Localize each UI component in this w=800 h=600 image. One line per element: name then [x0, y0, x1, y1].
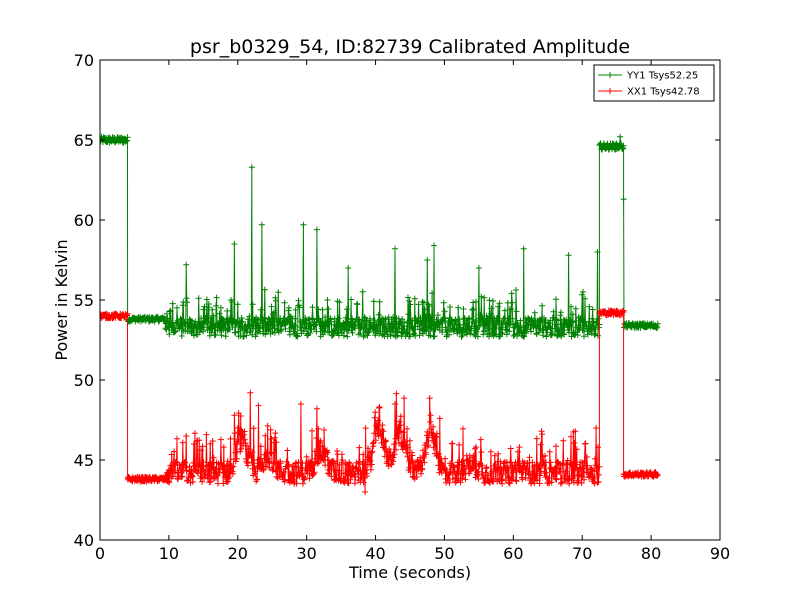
legend-box	[593, 64, 715, 102]
y-tick-label: 60	[74, 211, 94, 230]
axis-ticks: 0 10 20 30 40 50 60 70 80 90 40 45 50 55 60 65 70	[74, 51, 731, 563]
y-tick-label: 40	[74, 531, 94, 550]
x-axis-label: Time (seconds)	[348, 563, 471, 582]
x-tick-label: 40	[365, 544, 385, 563]
legend-label: XX1 Tsys42.78	[627, 87, 700, 98]
x-tick-label: 10	[159, 544, 179, 563]
y-axis-label: Power in Kelvin	[52, 239, 71, 360]
legend-marker	[607, 88, 613, 94]
x-tick-label: 20	[228, 544, 248, 563]
legend-label: YY1 Tsys52.25	[626, 71, 698, 82]
plot-series	[100, 133, 661, 495]
x-tick-label: 0	[95, 544, 105, 563]
y-tick-label: 50	[74, 371, 94, 390]
x-tick-label: 80	[641, 544, 661, 563]
x-tick-label: 50	[434, 544, 454, 563]
x-tick-label: 90	[710, 544, 730, 563]
legend-marker	[607, 72, 613, 78]
legend-item: YY1 Tsys52.25	[598, 71, 698, 82]
legend-item: XX1 Tsys42.78	[598, 87, 700, 98]
series-markers	[100, 133, 661, 340]
y-tick-label: 45	[74, 451, 94, 470]
legend: YY1 Tsys52.25 XX1 Tsys42.78	[593, 64, 715, 102]
x-tick-label: 70	[572, 544, 592, 563]
series-markers	[100, 307, 661, 495]
chart-title: psr_b0329_54, ID:82739 Calibrated Amplit…	[190, 36, 630, 58]
x-tick-label: 60	[503, 544, 523, 563]
series-0	[100, 133, 661, 340]
y-tick-label: 70	[74, 51, 94, 70]
series-1	[100, 307, 661, 495]
y-tick-label: 65	[74, 131, 94, 150]
y-tick-label: 55	[74, 291, 94, 310]
x-tick-label: 30	[296, 544, 316, 563]
